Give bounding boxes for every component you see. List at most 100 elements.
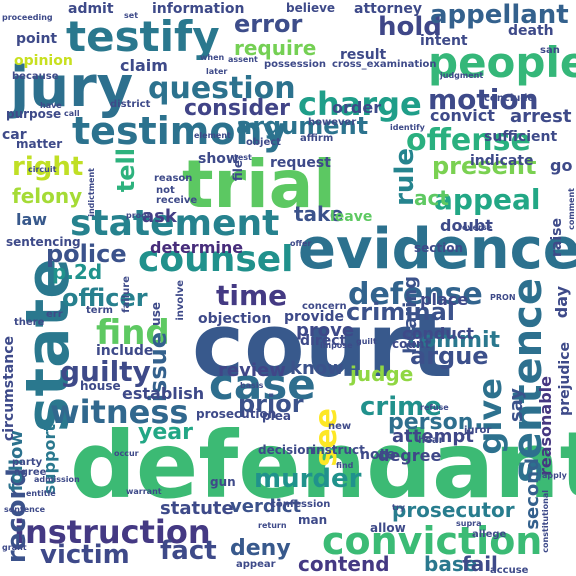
word-party: party bbox=[12, 457, 43, 468]
word-guilt: guilt bbox=[356, 337, 377, 346]
word-consider: consider bbox=[184, 96, 290, 121]
word-section: section bbox=[414, 241, 464, 255]
word-pron: PRON bbox=[490, 293, 516, 302]
word-provide: provide bbox=[284, 309, 344, 325]
word-later: later bbox=[206, 67, 228, 76]
word-request: request bbox=[270, 155, 331, 171]
word-concern: concern bbox=[302, 301, 347, 312]
word-allege: allege bbox=[472, 529, 507, 540]
word-police: police bbox=[46, 240, 127, 268]
word-appellant: appellant bbox=[430, 0, 569, 30]
word-question: question bbox=[148, 71, 296, 106]
word-matter: matter bbox=[16, 137, 63, 151]
word-reverse: reverse bbox=[458, 223, 493, 232]
word-accuse: accuse bbox=[490, 565, 529, 576]
word-indictment: indictment bbox=[87, 168, 96, 217]
word-allow: allow bbox=[370, 521, 406, 535]
word-warrant: warrant bbox=[126, 487, 162, 496]
word-defense: defense bbox=[348, 277, 483, 312]
word-because: because bbox=[12, 71, 59, 82]
word-testimony: testimony bbox=[72, 109, 288, 153]
word-require: require bbox=[234, 36, 317, 60]
word-district: district bbox=[110, 99, 151, 110]
word-constitutional: constitutional bbox=[541, 490, 550, 553]
word-offense: offense bbox=[406, 123, 531, 158]
word-purpose: purpose bbox=[6, 107, 62, 121]
word-statement: statement bbox=[70, 203, 280, 244]
word-opinion: opinion bbox=[14, 53, 73, 69]
word-hold: hold bbox=[378, 12, 442, 42]
word-count: count bbox=[392, 337, 431, 351]
word-objection: objection bbox=[198, 311, 272, 327]
word-find: find bbox=[336, 461, 354, 470]
word-place: place bbox=[420, 290, 469, 309]
word-crime: crime bbox=[360, 392, 442, 422]
word-statute: statute bbox=[160, 498, 234, 519]
word-when: when bbox=[200, 53, 225, 62]
word-sufficient: sufficient bbox=[484, 129, 558, 145]
word-claim: claim bbox=[120, 56, 168, 75]
word-entitle: entitle bbox=[26, 489, 56, 498]
word-car: car bbox=[2, 127, 27, 143]
word-court: court bbox=[192, 294, 453, 397]
word-conviction: conviction bbox=[322, 519, 543, 563]
word-jury: jury bbox=[10, 55, 134, 120]
word-instruction: instruction bbox=[14, 513, 211, 551]
word-comment: comment bbox=[567, 188, 576, 230]
word-receive: receive bbox=[156, 195, 198, 206]
word-indicate: indicate bbox=[470, 153, 534, 169]
word-circuit: circuit bbox=[28, 165, 57, 174]
word-err: err bbox=[46, 309, 63, 320]
word-defendant: defendant bbox=[70, 412, 576, 519]
word-have: have bbox=[40, 101, 62, 110]
word-impose: impose bbox=[320, 341, 353, 350]
word-officer: officer bbox=[62, 284, 148, 312]
word-people: people bbox=[428, 38, 576, 87]
word-refuse: refuse bbox=[420, 403, 449, 412]
word-san: san bbox=[540, 45, 560, 56]
word-assent: assent bbox=[228, 55, 258, 64]
word-commit: commit bbox=[408, 328, 501, 353]
word-give: give bbox=[471, 378, 509, 455]
word-testify: testify bbox=[66, 12, 220, 61]
word-right: right bbox=[12, 152, 84, 182]
word-ask: ask bbox=[142, 206, 177, 227]
word-prosecution: prosecution bbox=[196, 407, 277, 421]
word-reasonable: reasonable bbox=[536, 376, 555, 477]
word-return: return bbox=[258, 521, 287, 530]
word-supra: supra bbox=[456, 519, 482, 528]
word-find: find bbox=[96, 313, 170, 353]
word-criminal: criminal bbox=[346, 298, 456, 326]
word-leave: leave bbox=[330, 209, 373, 225]
word-p-2d: p.2d bbox=[52, 260, 103, 284]
word-decision: decision bbox=[258, 443, 314, 457]
word-proof: proof bbox=[126, 211, 151, 220]
word-term: term bbox=[86, 305, 113, 316]
word-counsel: counsel bbox=[138, 239, 294, 280]
word-circumstance: circumstance bbox=[1, 336, 17, 442]
word-determine: determine bbox=[150, 238, 244, 257]
word-see: see bbox=[309, 408, 344, 467]
word-however: however bbox=[308, 117, 357, 128]
word-include: include bbox=[96, 343, 154, 359]
word-cross-examination: cross_examination bbox=[332, 59, 437, 70]
word-trial: trial bbox=[182, 146, 336, 223]
word-fact: fact bbox=[160, 536, 217, 566]
word-convict: convict bbox=[430, 106, 495, 125]
word-tell: tell bbox=[112, 148, 140, 193]
word-appeal: appeal bbox=[434, 183, 541, 216]
word-arrest: arrest bbox=[510, 106, 572, 127]
word-agree: agree bbox=[14, 467, 47, 478]
word-case: case bbox=[209, 360, 316, 409]
word-attorney: attorney bbox=[354, 1, 422, 17]
word-admit: admit bbox=[68, 1, 114, 17]
word-test: test bbox=[234, 153, 252, 162]
word-instruct: instruct bbox=[312, 443, 365, 457]
word-grant: grant bbox=[2, 543, 27, 552]
word-sentencing: sentencing bbox=[6, 235, 81, 249]
word-hear: hear bbox=[418, 435, 444, 446]
word-admission: admission bbox=[34, 475, 80, 484]
word-take: take bbox=[294, 202, 344, 226]
word-new: new bbox=[328, 421, 352, 432]
